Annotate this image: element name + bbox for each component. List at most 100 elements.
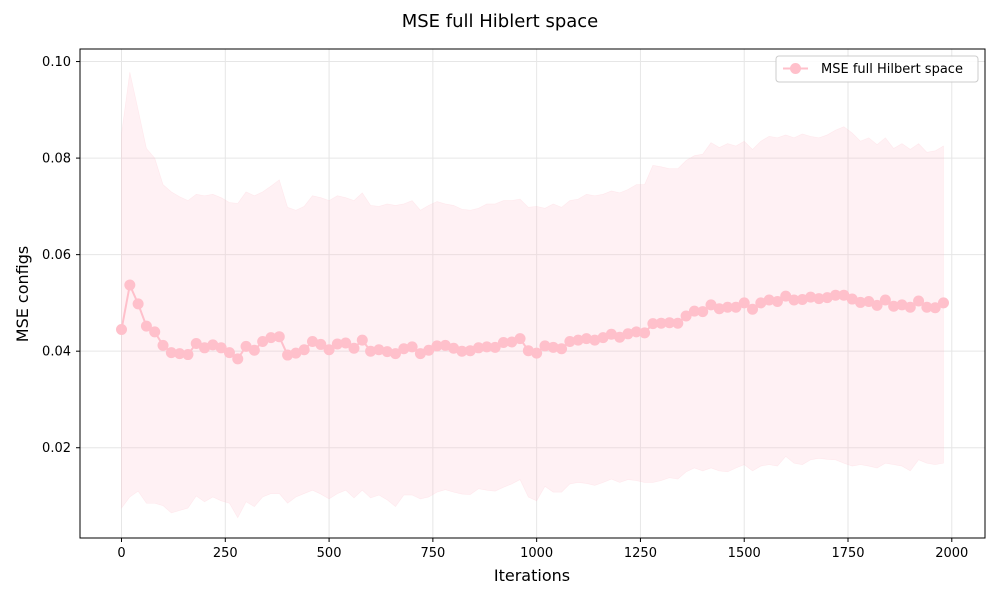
data-point xyxy=(647,318,659,330)
data-point xyxy=(514,333,526,345)
data-point xyxy=(381,346,393,358)
data-point xyxy=(257,336,269,348)
data-point xyxy=(531,347,543,359)
data-point xyxy=(771,295,783,307)
data-point xyxy=(655,317,667,329)
data-point xyxy=(796,294,808,306)
data-point xyxy=(722,301,734,313)
data-point xyxy=(597,332,609,344)
data-point xyxy=(215,342,227,354)
x-tick-label: 1750 xyxy=(831,546,864,561)
data-point xyxy=(398,343,410,355)
data-point xyxy=(622,328,634,340)
data-point xyxy=(664,317,675,329)
x-axis-label: Iterations xyxy=(494,566,570,585)
data-point xyxy=(913,295,925,307)
data-point xyxy=(738,297,750,309)
data-point xyxy=(755,297,767,309)
data-point xyxy=(871,299,883,311)
data-point xyxy=(232,353,244,365)
data-point xyxy=(605,328,617,340)
data-point xyxy=(580,333,592,345)
data-point xyxy=(805,291,817,303)
data-point xyxy=(747,303,759,315)
data-point xyxy=(564,336,576,348)
data-point xyxy=(190,337,202,349)
data-point xyxy=(423,344,435,356)
data-point xyxy=(282,349,294,361)
data-point xyxy=(730,301,742,313)
data-point xyxy=(639,327,651,339)
legend-marker-swatch xyxy=(790,63,801,74)
data-point xyxy=(896,299,908,311)
data-point xyxy=(879,294,891,306)
x-tick-label: 1500 xyxy=(728,546,761,561)
data-point xyxy=(830,289,842,301)
data-point xyxy=(473,342,485,354)
y-tick-label: 0.08 xyxy=(42,152,71,167)
x-tick-label: 1000 xyxy=(520,546,553,561)
legend: MSE full Hilbert space xyxy=(775,55,979,83)
data-point xyxy=(888,300,900,312)
data-point xyxy=(763,294,775,306)
data-point xyxy=(904,301,916,313)
data-point xyxy=(821,292,833,304)
data-point xyxy=(140,320,152,332)
data-point xyxy=(937,297,949,309)
data-point xyxy=(522,345,534,357)
data-point xyxy=(788,294,800,306)
data-point xyxy=(340,337,352,349)
y-tick-label: 0.02 xyxy=(42,441,71,456)
data-point xyxy=(838,289,850,301)
data-point xyxy=(207,339,219,351)
data-point xyxy=(306,336,318,348)
data-point xyxy=(265,332,277,344)
data-point xyxy=(589,334,601,346)
data-point xyxy=(248,344,260,356)
data-point xyxy=(572,334,584,346)
data-point xyxy=(174,348,186,360)
plot-frame xyxy=(79,48,986,539)
legend-label: MSE full Hilbert space xyxy=(821,62,963,77)
data-point xyxy=(846,293,858,305)
data-point xyxy=(672,317,684,329)
data-point xyxy=(506,336,518,348)
data-point xyxy=(331,338,343,350)
data-point xyxy=(132,298,144,310)
data-point xyxy=(124,279,136,291)
x-tick-label: 2000 xyxy=(935,546,968,561)
data-point xyxy=(373,344,385,356)
data-point xyxy=(439,339,451,351)
data-point xyxy=(614,331,626,343)
y-tick-label: 0.10 xyxy=(42,55,71,70)
data-point xyxy=(929,302,941,314)
data-point xyxy=(182,349,194,361)
data-point xyxy=(863,295,875,307)
data-point xyxy=(921,301,933,313)
data-point xyxy=(547,341,559,353)
data-point xyxy=(273,331,285,343)
data-point xyxy=(298,344,310,356)
data-point xyxy=(539,340,551,352)
data-point xyxy=(199,342,211,354)
x-tick-label: 500 xyxy=(317,546,342,561)
data-point xyxy=(497,337,509,348)
data-point xyxy=(713,303,725,315)
data-point xyxy=(414,348,426,360)
data-point xyxy=(116,323,128,335)
data-point xyxy=(348,342,360,354)
legend-box xyxy=(775,55,979,83)
confidence-band xyxy=(121,72,944,519)
data-point xyxy=(149,326,161,338)
data-point xyxy=(431,340,443,352)
data-point xyxy=(489,341,501,353)
y-axis-label: MSE configs xyxy=(13,246,32,342)
data-point xyxy=(456,345,468,357)
data-point xyxy=(240,340,252,352)
data-point xyxy=(464,345,476,357)
x-axis-ticks: 0 250 500 750 1000 1250 1500 1750 2000 xyxy=(117,538,968,561)
x-tick-label: 0 xyxy=(117,546,125,561)
data-point xyxy=(165,347,177,359)
data-point xyxy=(290,347,302,359)
